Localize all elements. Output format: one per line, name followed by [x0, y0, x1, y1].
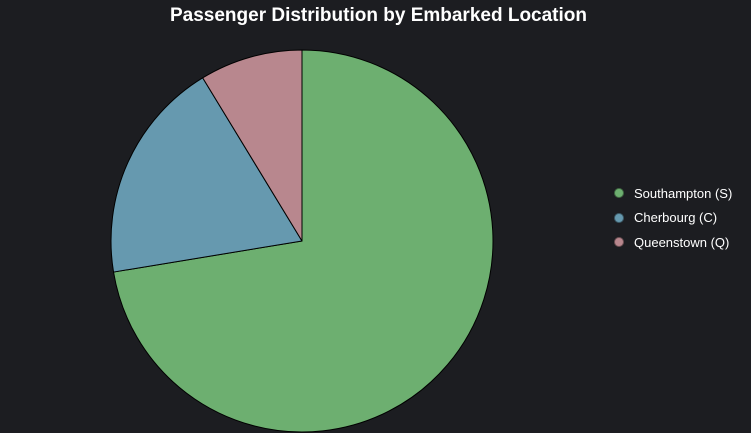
pie-slice-southampton — [113, 49, 494, 433]
chart-legend: Southampton (S) Cherbourg (C) Queenstown (… — [614, 181, 732, 255]
legend-item-queenstown: Queenstown (Q) — [614, 230, 732, 255]
chart-title: Passenger Distribution by Embarked Locat… — [169, 5, 588, 26]
legend-label: Cherbourg (C) — [634, 210, 718, 226]
legend-swatch — [614, 212, 624, 223]
pie-slice-cherbourg — [110, 77, 303, 273]
legend-item-southampton: Southampton (S) — [614, 181, 732, 206]
legend-label: Southampton (S) — [634, 185, 733, 201]
legend-label: Queenstown (Q) — [634, 234, 730, 250]
pie-slice-queenstown — [202, 49, 303, 242]
legend-item-cherbourg: Cherbourg (C) — [614, 206, 732, 231]
legend-swatch — [614, 237, 624, 248]
legend-swatch — [614, 188, 624, 199]
